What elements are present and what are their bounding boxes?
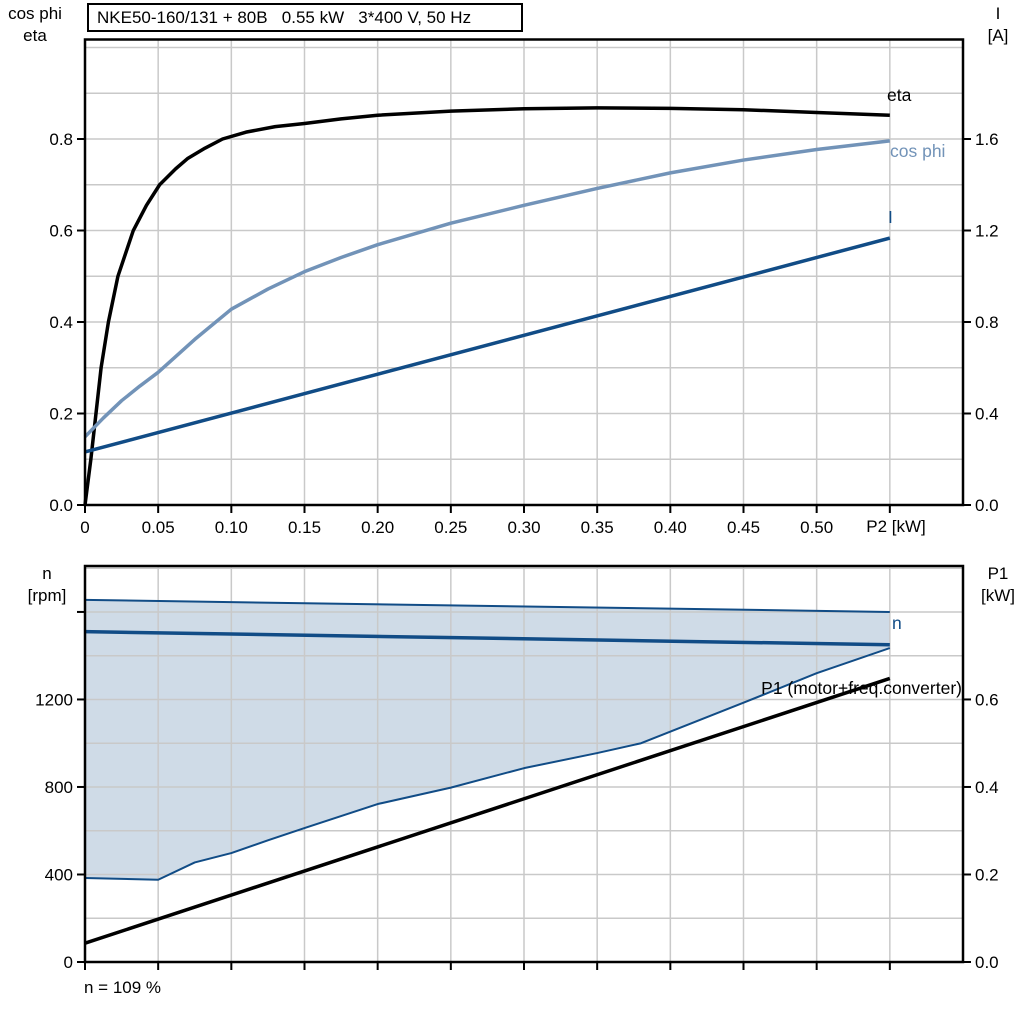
chart-title-box: NKE50-160/131 + 80B 0.55 kW 3*400 V, 50 … (87, 3, 523, 32)
right-axis-label-line2: [A] (987, 26, 1009, 45)
x-tick-label: 0 (80, 518, 89, 537)
curve-cos-phi (83, 139, 891, 439)
curve-n-max (84, 598, 890, 613)
curve-eta (83, 106, 890, 506)
n-axis-label-line2: [rpm] (27, 586, 67, 605)
y-left-tick-label: 1200 (35, 690, 73, 709)
y-left-tick-label: 0 (64, 953, 73, 972)
y-right-tick-label: 0.0 (975, 953, 999, 972)
y-right-tick-label: 0.6 (975, 690, 999, 709)
top-right-axis-label: I [A] (970, 3, 1024, 47)
left-axis-label-line1: cos phi (8, 4, 62, 23)
x-tick-label: 0.15 (288, 518, 321, 537)
curve-label-speed: n (892, 613, 902, 633)
speed-range-band (85, 599, 890, 880)
y-left-tick-label: 0.4 (49, 313, 73, 332)
y-left-tick-label: 0.0 (49, 496, 73, 515)
y-right-tick-label: 0.4 (975, 405, 999, 424)
bottom-right-axis-label: P1 [kW] (970, 563, 1024, 607)
bottom-left-axis-label: n [rpm] (13, 563, 81, 607)
x-tick-label: 0.30 (507, 518, 540, 537)
x-tick-label: 0.05 (142, 518, 175, 537)
x-tick-label: 0.35 (581, 518, 614, 537)
x-tick-label: 0.50 (800, 518, 833, 537)
right-axis-label-line1: I (995, 4, 1001, 23)
curve-p1-motor-freq-converter- (84, 676, 891, 945)
n-axis-label-line1: n (42, 564, 52, 583)
p1-axis-label-line1: P1 (987, 564, 1009, 583)
y-left-tick-label: 400 (45, 865, 73, 884)
y-right-tick-label: 0.2 (975, 865, 999, 884)
x-axis-label: P2 [kW] (866, 517, 926, 536)
y-right-tick-label: 0.8 (975, 313, 999, 332)
p1-axis-label-line2: [kW] (981, 586, 1015, 605)
y-left-tick-label: 0.2 (49, 405, 73, 424)
y-right-tick-label: 1.2 (975, 222, 999, 241)
curve-n-min (84, 647, 891, 881)
top-left-axis-label: cos phi eta (2, 3, 68, 47)
x-tick-label: 0.25 (434, 518, 467, 537)
x-tick-label: 0.20 (361, 518, 394, 537)
chart-title: NKE50-160/131 + 80B 0.55 kW 3*400 V, 50 … (97, 7, 472, 27)
y-right-tick-label: 0.0 (975, 496, 999, 515)
curve-i (84, 236, 891, 454)
curve-label-eta: eta (887, 85, 912, 105)
curve-label-p1: P1 (motor+freq.converter) (761, 678, 962, 698)
x-tick-label: 0.10 (215, 518, 248, 537)
top-chart: 0 0.05 0.10 0.15 0.20 0.25 0.30 0.35 0.40 0.45 0.5… (49, 38, 999, 537)
y-right-tick-label: 1.6 (975, 130, 999, 149)
curve-label-cos-phi: cos phi (890, 141, 946, 161)
y-left-tick-label: 0.8 (49, 130, 73, 149)
curve-n (84, 629, 890, 647)
speed-percentage-note: n = 109 % (84, 978, 162, 997)
x-tick-label: 0.45 (727, 518, 760, 537)
y-right-tick-label: 0.4 (975, 778, 999, 797)
y-left-tick-label: 0.6 (49, 222, 73, 241)
curve-label-current: I (888, 207, 893, 227)
left-axis-label-line2: eta (23, 26, 47, 45)
x-tick-label: 0.40 (654, 518, 687, 537)
bottom-chart: 0 400 800 1200 0.0 0.2 0.4 0.6 (35, 564, 999, 972)
y-left-tick-label: 800 (45, 778, 73, 797)
